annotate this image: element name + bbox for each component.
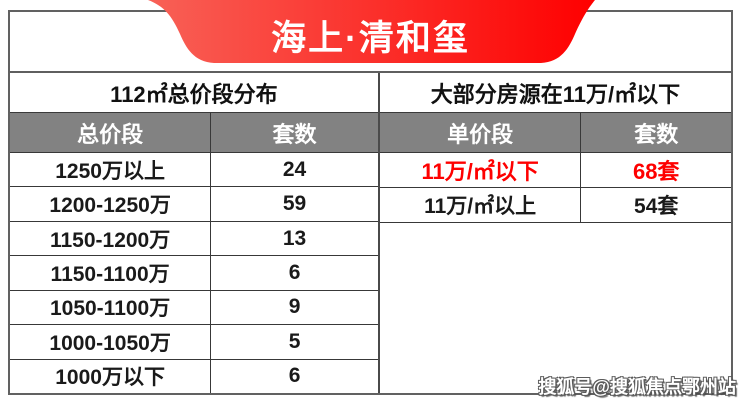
table-row-highlighted: 11万/㎡以下 68套	[379, 152, 731, 187]
empty-area	[379, 222, 731, 393]
right-section-title: 大部分房源在11万/㎡以下	[430, 81, 681, 107]
price-range-value: 1050-1100万	[10, 290, 212, 325]
total-price-table: 总价段 套数 1250万以上 24 1200-1250万 59 1150-120…	[10, 112, 380, 393]
unit-count-value: 13	[282, 226, 307, 250]
unit-count-value: 6	[288, 260, 301, 284]
table-row: 1000-1050万 5	[10, 324, 378, 359]
table-row: 11万/㎡以上 54套	[379, 187, 731, 222]
table-row: 1150-1100万 6	[10, 255, 378, 290]
unit-price-range-value: 11万/㎡以上	[380, 188, 582, 222]
left-section-title: 112㎡总价段分布	[10, 73, 380, 112]
unit-price-rows: 11万/㎡以下 68套 11万/㎡以上 54套	[379, 152, 731, 393]
infographic-frame: 海上·清和玺 112㎡总价段分布 大部分房源在11万/㎡以下 总价段 套数 12…	[8, 0, 733, 395]
table-row: 1150-1200万 13	[10, 220, 378, 256]
price-range-value: 1150-1200万	[10, 221, 212, 256]
ribbon-banner: 海上·清和玺	[146, 0, 596, 65]
unit-price-table-header: 单价段 套数	[379, 112, 731, 152]
column-header-unit-count: 套数	[634, 121, 679, 147]
column-header-price-range: 总价段	[10, 113, 212, 152]
unit-count-value: 9	[288, 295, 301, 319]
ribbon-shape	[147, 0, 595, 63]
table-row: 1050-1100万 9	[10, 289, 378, 325]
column-header-unit-price-range: 单价段	[380, 113, 582, 152]
unit-count-value: 5	[288, 329, 301, 353]
tables-area: 总价段 套数 1250万以上 24 1200-1250万 59 1150-120…	[10, 112, 731, 393]
table-row: 1000万以下 6	[10, 358, 378, 393]
watermark: 搜狐号@搜狐焦点鄂州站	[538, 377, 736, 397]
column-header-unit-count: 套数	[272, 121, 317, 147]
banner-zone: 海上·清和玺	[10, 0, 731, 73]
price-range-value: 1250万以上	[10, 153, 212, 187]
table-row: 1250万以上 24	[10, 152, 378, 187]
price-range-value: 1000-1050万	[10, 325, 212, 359]
unit-count-value: 54套	[634, 195, 679, 218]
project-title: 海上·清和玺	[271, 19, 470, 58]
price-range-value: 1200-1250万	[10, 187, 212, 221]
unit-count-value: 68套	[632, 159, 680, 184]
section-title-row: 112㎡总价段分布 大部分房源在11万/㎡以下	[10, 73, 731, 112]
unit-count-value: 24	[282, 157, 307, 181]
unit-price-range-value: 11万/㎡以下	[380, 153, 582, 187]
price-range-value: 1150-1100万	[10, 256, 212, 290]
table-row: 1200-1250万 59	[10, 186, 378, 221]
unit-count-value: 59	[282, 192, 307, 216]
price-range-value: 1000万以下	[10, 359, 212, 393]
total-price-rows: 1250万以上 24 1200-1250万 59 1150-1200万 13 1…	[10, 152, 378, 393]
unit-price-table: 单价段 套数 11万/㎡以下 68套 11万/㎡以上 54套	[379, 112, 731, 393]
unit-count-value: 6	[288, 364, 301, 388]
total-price-table-header: 总价段 套数	[10, 112, 378, 152]
